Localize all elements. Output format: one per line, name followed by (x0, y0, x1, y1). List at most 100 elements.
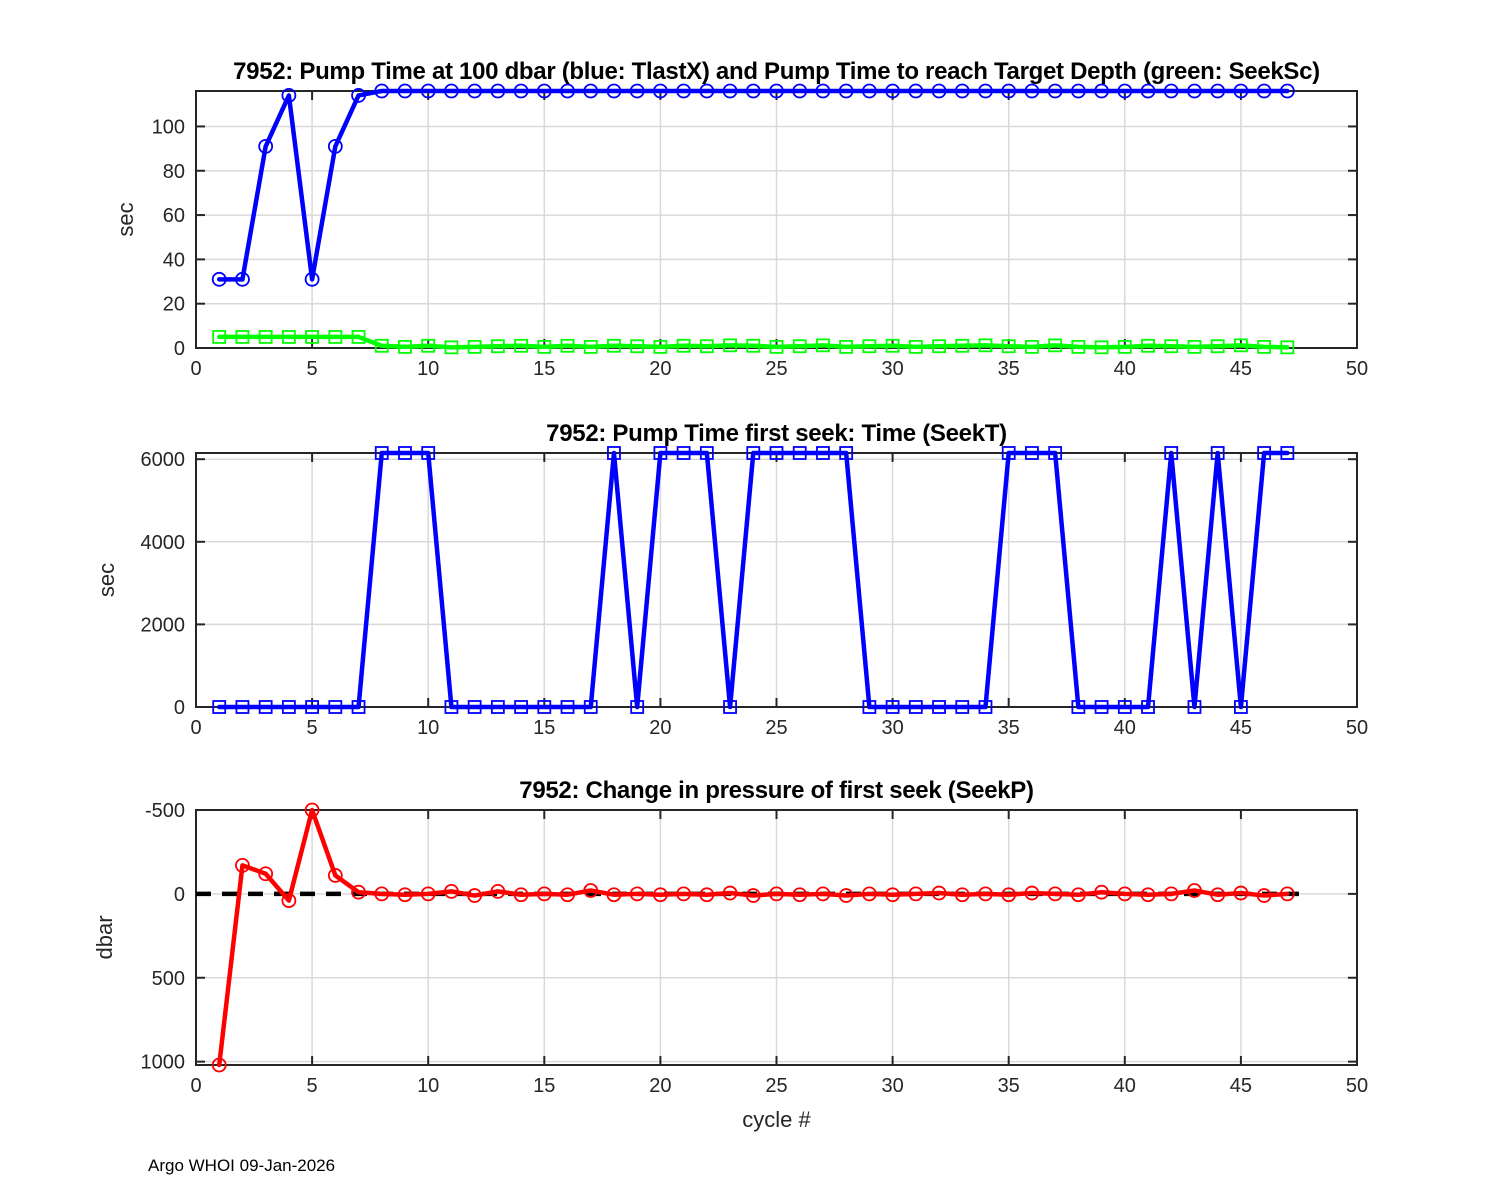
marker-SeekP (258, 866, 274, 882)
marker-SeekP (1140, 887, 1156, 903)
marker-TlastX (304, 271, 320, 287)
marker-SeekSc (653, 339, 668, 354)
y-tick-label: 4000 (141, 532, 186, 554)
x-tick-label: 0 (190, 358, 201, 380)
y-axis-label: sec (113, 202, 138, 236)
marker-SeekT (1257, 446, 1272, 460)
marker-TlastX (745, 83, 761, 99)
marker-SeekSc (908, 339, 923, 354)
marker-SeekP (327, 868, 343, 883)
marker-SeekP (908, 886, 924, 902)
marker-SeekSc (862, 339, 877, 354)
marker-SeekT (816, 446, 830, 460)
marker-TlastX (1279, 83, 1295, 99)
marker-TlastX (1024, 83, 1040, 99)
x-tick-label: 35 (998, 1075, 1020, 1097)
marker-SeekP (653, 887, 668, 903)
marker-SeekT (421, 446, 436, 460)
marker-TlastX (1117, 83, 1133, 99)
marker-TlastX (490, 83, 506, 99)
x-tick-label: 40 (1114, 1075, 1136, 1097)
marker-SeekT (1071, 700, 1086, 714)
x-tick-label: 10 (417, 1075, 439, 1097)
marker-SeekSc (1187, 339, 1202, 354)
marker-SeekT (328, 700, 343, 714)
marker-SeekP (583, 883, 599, 898)
marker-SeekT (1210, 446, 1225, 460)
marker-SeekT (583, 700, 598, 714)
marker-TlastX (978, 83, 993, 99)
marker-SeekSc (746, 338, 761, 353)
marker-SeekSc (514, 338, 528, 353)
marker-TlastX (258, 138, 274, 154)
x-tick-label: 5 (307, 358, 318, 380)
marker-SeekSc (398, 339, 412, 354)
marker-SeekP (351, 884, 366, 900)
marker-SeekP (838, 888, 854, 903)
marker-SeekT (746, 446, 761, 460)
marker-TlastX (467, 83, 483, 99)
marker-SeekP (1233, 885, 1249, 901)
marker-SeekP (1210, 887, 1226, 903)
figure-footer: Argo WHOI 09-Jan-2026 (148, 1156, 336, 1175)
marker-SeekP (1117, 886, 1133, 902)
marker-TlastX (908, 83, 924, 99)
marker-SeekP (444, 883, 459, 899)
marker-SeekT (607, 446, 621, 460)
marker-TlastX (397, 83, 413, 99)
marker-SeekP (536, 886, 552, 902)
marker-TlastX (1187, 83, 1202, 99)
marker-SeekT (305, 700, 320, 714)
x-tick-label: 20 (649, 1075, 671, 1097)
series-line-SeekP (216, 807, 1290, 1068)
marker-SeekSc (1071, 339, 1086, 354)
marker-SeekSc (607, 338, 621, 353)
marker-SeekP (1187, 883, 1202, 898)
marker-TlastX (606, 83, 622, 99)
marker-SeekT (792, 446, 807, 460)
marker-TlastX (1001, 83, 1017, 99)
marker-SeekT (1141, 700, 1155, 714)
marker-SeekT (630, 700, 645, 714)
marker-SeekP (490, 883, 506, 899)
marker-TlastX (513, 83, 529, 99)
marker-SeekT (444, 700, 459, 714)
x-tick-label: 0 (190, 1075, 201, 1097)
marker-SeekSc (699, 339, 714, 354)
marker-SeekSc (490, 339, 505, 354)
x-tick-label: 50 (1346, 1075, 1368, 1097)
marker-SeekT (212, 700, 227, 714)
marker-SeekSc (583, 339, 598, 354)
marker-SeekT (1187, 700, 1202, 714)
x-tick-label: 45 (1230, 358, 1252, 380)
x-tick-label: 40 (1114, 358, 1136, 380)
marker-TlastX (1163, 83, 1179, 99)
x-tick-label: 40 (1114, 717, 1136, 739)
marker-TlastX (1140, 83, 1156, 99)
subplot-1: 0 5 10 15 20 25 30 35 40 45 50 0 20 40 60 80 100 7952: Pu… (113, 58, 1368, 380)
marker-SeekT (1048, 446, 1063, 460)
marker-SeekSc (978, 338, 993, 353)
y-axis-label: dbar (92, 915, 117, 959)
marker-SeekT (514, 700, 528, 714)
x-tick-label: 25 (765, 1075, 787, 1097)
y-tick-label: 1000 (141, 1052, 186, 1074)
marker-SeekT (862, 700, 877, 714)
marker-SeekT (885, 700, 900, 714)
marker-SeekT (467, 700, 482, 714)
y-tick-label: 0 (174, 697, 185, 719)
marker-SeekT (908, 700, 923, 714)
subplot-title: 7952: Pump Time first seek: Time (SeekT) (546, 420, 1007, 447)
marker-SeekSc (630, 339, 645, 354)
marker-SeekSc (1094, 340, 1109, 355)
marker-SeekP (397, 887, 413, 903)
marker-SeekSc (281, 330, 296, 344)
marker-TlastX (235, 271, 250, 287)
marker-TlastX (815, 83, 831, 99)
marker-SeekT (281, 700, 296, 714)
marker-TlastX (444, 83, 459, 99)
marker-TlastX (699, 83, 715, 99)
x-tick-label: 20 (649, 358, 671, 380)
marker-SeekT (1094, 700, 1109, 714)
marker-SeekP (1094, 884, 1109, 900)
